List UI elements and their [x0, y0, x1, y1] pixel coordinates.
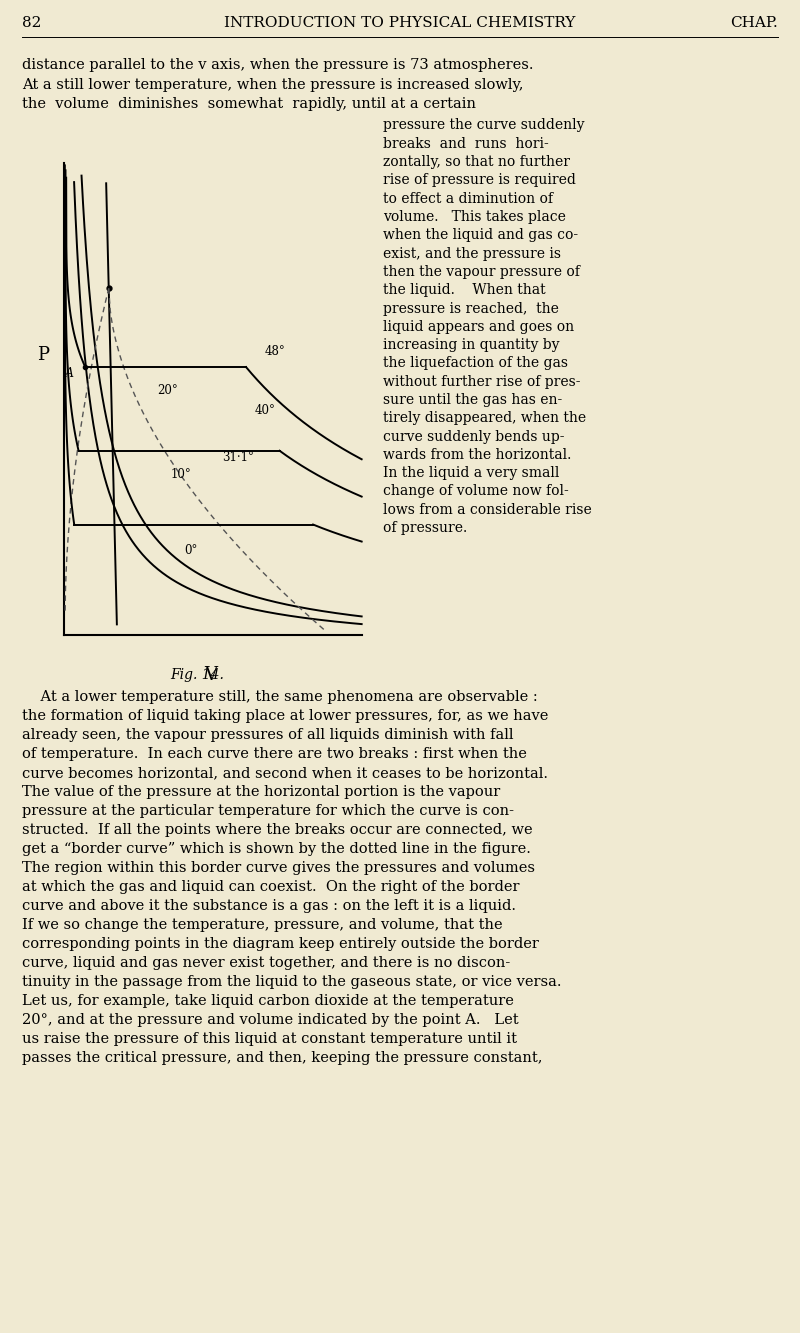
Text: curve suddenly bends up-: curve suddenly bends up-	[383, 429, 565, 444]
Text: pressure at the particular temperature for which the curve is con-: pressure at the particular temperature f…	[22, 804, 514, 818]
Text: passes the critical pressure, and then, keeping the pressure constant,: passes the critical pressure, and then, …	[22, 1050, 542, 1065]
Text: zontally, so that no further: zontally, so that no further	[383, 155, 570, 169]
Text: lows from a considerable rise: lows from a considerable rise	[383, 503, 592, 517]
Text: the liquid.    When that: the liquid. When that	[383, 283, 546, 297]
Text: curve and above it the substance is a gas : on the left it is a liquid.: curve and above it the substance is a ga…	[22, 898, 516, 913]
Text: the  volume  diminishes  somewhat  rapidly, until at a certain: the volume diminishes somewhat rapidly, …	[22, 97, 476, 111]
Text: corresponding points in the diagram keep entirely outside the border: corresponding points in the diagram keep…	[22, 937, 539, 950]
Text: structed.  If all the points where the breaks occur are connected, we: structed. If all the points where the br…	[22, 822, 533, 837]
Text: already seen, the vapour pressures of all liquids diminish with fall: already seen, the vapour pressures of al…	[22, 728, 514, 742]
Text: tinuity in the passage from the liquid to the gaseous state, or vice versa.: tinuity in the passage from the liquid t…	[22, 974, 562, 989]
Text: curve, liquid and gas never exist together, and there is no discon-: curve, liquid and gas never exist togeth…	[22, 956, 510, 970]
Text: of temperature.  In each curve there are two breaks : first when the: of temperature. In each curve there are …	[22, 746, 527, 761]
Text: At a lower temperature still, the same phenomena are observable :: At a lower temperature still, the same p…	[22, 690, 538, 704]
Text: 48°: 48°	[265, 345, 286, 357]
Text: Let us, for example, take liquid carbon dioxide at the temperature: Let us, for example, take liquid carbon …	[22, 994, 514, 1008]
Text: volume.   This takes place: volume. This takes place	[383, 211, 566, 224]
Text: 0°: 0°	[184, 544, 198, 557]
Text: The region within this border curve gives the pressures and volumes: The region within this border curve give…	[22, 861, 535, 874]
Text: pressure the curve suddenly: pressure the curve suddenly	[383, 119, 585, 132]
Text: the liquefaction of the gas: the liquefaction of the gas	[383, 356, 568, 371]
Text: breaks  and  runs  hori-: breaks and runs hori-	[383, 137, 549, 151]
Text: curve becomes horizontal, and second when it ceases to be horizontal.: curve becomes horizontal, and second whe…	[22, 766, 548, 780]
Text: At a still lower temperature, when the pressure is increased slowly,: At a still lower temperature, when the p…	[22, 77, 523, 92]
Text: get a “border curve” which is shown by the dotted line in the figure.: get a “border curve” which is shown by t…	[22, 842, 531, 856]
Text: CHAP.: CHAP.	[730, 16, 778, 31]
Text: 10°: 10°	[170, 468, 191, 481]
Text: pressure is reached,  the: pressure is reached, the	[383, 301, 559, 316]
Text: Fig. 14.: Fig. 14.	[170, 668, 225, 682]
Text: change of volume now fol-: change of volume now fol-	[383, 484, 569, 499]
Text: to effect a diminution of: to effect a diminution of	[383, 192, 553, 205]
Text: 31·1°: 31·1°	[222, 451, 254, 464]
Text: tirely disappeared, when the: tirely disappeared, when the	[383, 412, 586, 425]
Text: 82: 82	[22, 16, 42, 31]
Text: us raise the pressure of this liquid at constant temperature until it: us raise the pressure of this liquid at …	[22, 1032, 517, 1046]
Text: at which the gas and liquid can coexist.  On the right of the border: at which the gas and liquid can coexist.…	[22, 880, 519, 894]
Text: 40°: 40°	[254, 404, 275, 417]
Text: the formation of liquid taking place at lower pressures, for, as we have: the formation of liquid taking place at …	[22, 709, 548, 722]
Text: when the liquid and gas co-: when the liquid and gas co-	[383, 228, 578, 243]
Text: 20°: 20°	[158, 384, 178, 397]
Text: sure until the gas has en-: sure until the gas has en-	[383, 393, 562, 407]
Text: wards from the horizontal.: wards from the horizontal.	[383, 448, 571, 463]
Text: distance parallel to the v axis, when the pressure is 73 atmospheres.: distance parallel to the v axis, when th…	[22, 59, 534, 72]
Text: liquid appears and goes on: liquid appears and goes on	[383, 320, 574, 333]
Text: If we so change the temperature, pressure, and volume, that the: If we so change the temperature, pressur…	[22, 918, 502, 932]
Text: then the vapour pressure of: then the vapour pressure of	[383, 265, 580, 279]
Text: P: P	[38, 345, 50, 364]
Text: of pressure.: of pressure.	[383, 521, 467, 535]
Text: without further rise of pres-: without further rise of pres-	[383, 375, 581, 389]
Text: exist, and the pressure is: exist, and the pressure is	[383, 247, 561, 260]
Text: A: A	[65, 367, 74, 380]
Text: increasing in quantity by: increasing in quantity by	[383, 339, 559, 352]
Text: In the liquid a very small: In the liquid a very small	[383, 467, 559, 480]
Text: V: V	[205, 665, 218, 684]
Text: 20°, and at the pressure and volume indicated by the point A.   Let: 20°, and at the pressure and volume indi…	[22, 1013, 518, 1026]
Text: The value of the pressure at the horizontal portion is the vapour: The value of the pressure at the horizon…	[22, 785, 500, 798]
Text: INTRODUCTION TO PHYSICAL CHEMISTRY: INTRODUCTION TO PHYSICAL CHEMISTRY	[224, 16, 576, 31]
Text: rise of pressure is required: rise of pressure is required	[383, 173, 576, 188]
